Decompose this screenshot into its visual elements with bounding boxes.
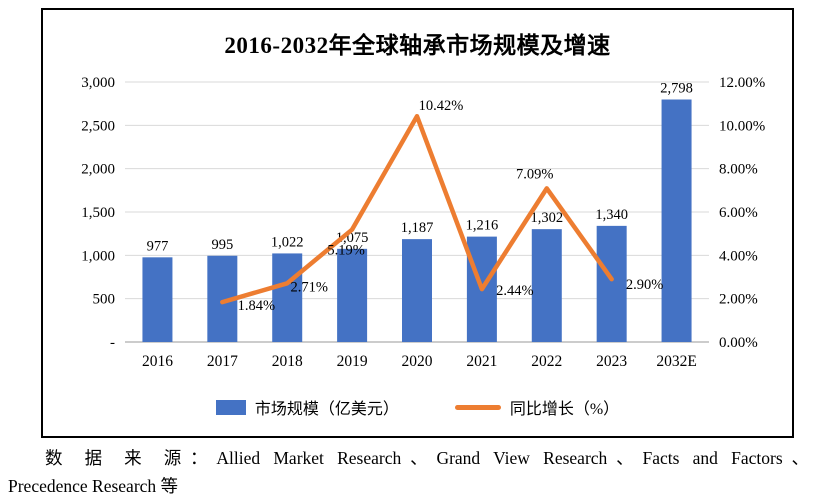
bar: [661, 99, 692, 342]
legend-label-growth: 同比增长（%）: [509, 401, 620, 418]
legend-item-market-size: 市场规模（亿美元）: [215, 395, 399, 419]
line-point-label: 2.90%: [626, 277, 663, 293]
x-axis-category-label: 2019: [337, 353, 368, 370]
x-axis-category-label: 2020: [402, 353, 433, 370]
chart-legend: 市场规模（亿美元） 同比增长（%）: [43, 395, 792, 419]
x-axis-category-label: 2017: [207, 353, 238, 370]
x-axis-category-label: 2021: [466, 353, 497, 370]
right-axis-tick-label: 6.00%: [719, 205, 758, 221]
plot-area: 3,000 12.00% 2,500 10.00% 2,000 8.00% 1,500 6.0…: [43, 68, 792, 385]
bar-value-label: 2,798: [660, 81, 693, 97]
left-axis-tick-label: -: [110, 335, 115, 351]
bar-value-label: 1,340: [595, 207, 628, 223]
line-point-label: 5.19%: [327, 243, 364, 259]
right-axis-tick-label: 8.00%: [719, 162, 758, 178]
bar-value-label: 1,302: [530, 210, 563, 226]
bar: [402, 239, 432, 342]
left-axis-tick-label: 3,000: [81, 75, 115, 91]
x-axis-category-label: 2018: [272, 353, 303, 370]
line-series-swatch: [454, 404, 501, 410]
bar: [596, 225, 627, 342]
line-point-label: 10.42%: [419, 98, 464, 114]
bar: [531, 229, 562, 342]
x-axis-category-label: 2023: [596, 353, 627, 370]
line-point-label: 1.84%: [238, 298, 275, 314]
right-axis-tick-label: 10.00%: [719, 118, 765, 134]
growth-line: [220, 113, 614, 305]
bar-value-label: 977: [147, 238, 169, 254]
chart-canvas: 3,000 12.00% 2,500 10.00% 2,000 8.00% 1,500 6.0…: [81, 75, 765, 370]
bar-value-label: 1,216: [466, 218, 499, 234]
bar-value-label: 1,187: [401, 220, 434, 236]
left-axis-tick-label: 1,500: [81, 205, 115, 221]
chart-title: 2016-2032年全球轴承市场规模及增速: [224, 33, 611, 58]
x-axis-category-label: 2032E: [656, 353, 696, 370]
right-axis-tick-label: 0.00%: [719, 335, 758, 351]
bar: [337, 248, 368, 342]
chart-frame: 2016-2032年全球轴承市场规模及增速 3,000 12.00% 2,500 10…: [41, 8, 794, 438]
right-axis-tick-label: 2.00%: [719, 292, 758, 308]
data-source-note: 数 据 来 源：Allied Market Research、Grand Vie…: [8, 444, 809, 500]
bar-series-swatch: [215, 399, 246, 415]
line-point-label: 2.71%: [290, 279, 327, 295]
right-axis-tick-label: 12.00%: [719, 75, 765, 91]
left-axis-tick-label: 2,500: [81, 118, 115, 134]
bar: [272, 253, 303, 342]
x-axis-category-label: 2022: [531, 353, 562, 370]
left-axis-tick-label: 500: [93, 292, 116, 308]
bar: [142, 257, 173, 342]
right-axis-tick-label: 4.00%: [719, 248, 758, 264]
line-point-label: 2.44%: [496, 283, 533, 299]
legend-label-market-size: 市场规模（亿美元）: [254, 401, 399, 418]
bar-value-label: 1,022: [271, 234, 304, 250]
x-axis-category-label: 2016: [142, 353, 173, 370]
data-source-line-2: Precedence Research 等: [8, 476, 179, 496]
legend-item-growth: 同比增长（%）: [454, 395, 620, 419]
left-axis-tick-label: 2,000: [81, 162, 115, 178]
left-axis-tick-label: 1,000: [81, 248, 115, 264]
line-point-label: 7.09%: [516, 166, 553, 182]
bar-value-label: 995: [211, 237, 233, 253]
data-source-line-1: 数 据 来 源：Allied Market Research、Grand Vie…: [45, 448, 809, 468]
